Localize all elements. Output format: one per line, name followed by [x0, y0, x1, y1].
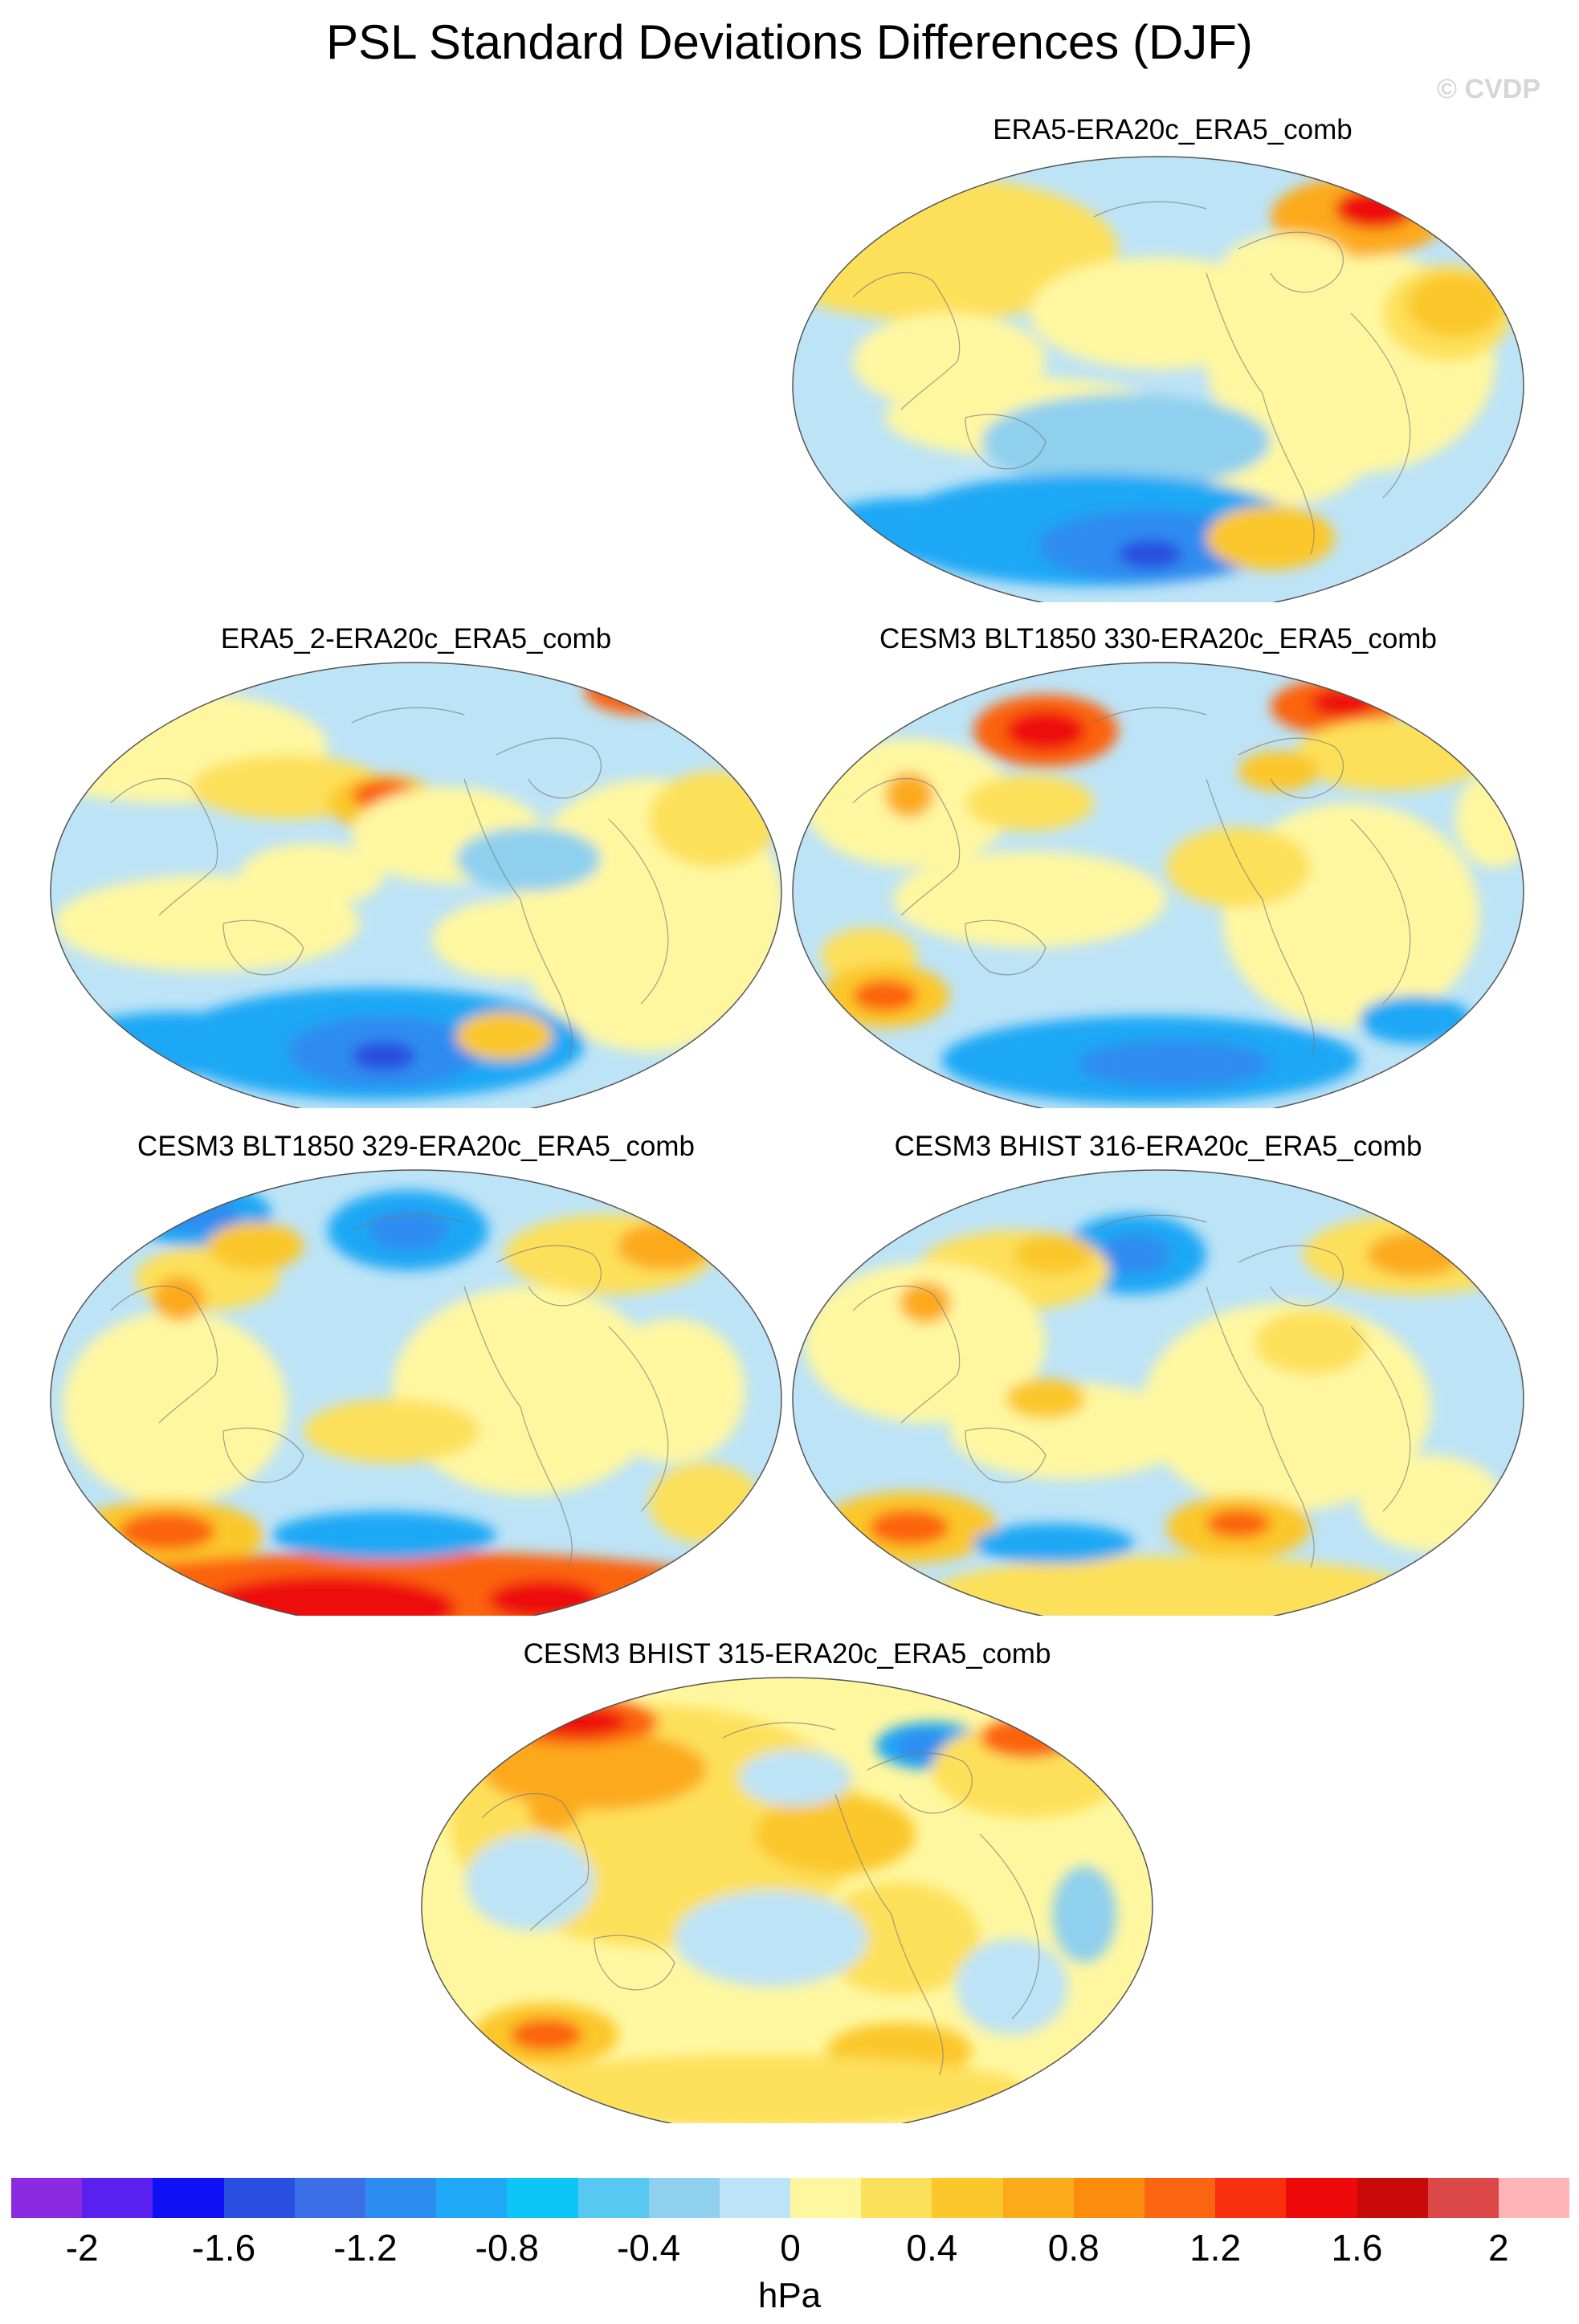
panel-title-3: CESM3 BLT1850 330-ERA20c_ERA5_comb	[879, 623, 1437, 654]
colorbar-swatch	[365, 2178, 437, 2218]
colorbar-swatch	[577, 2178, 649, 2218]
panel-title-5: CESM3 BHIST 316-ERA20c_ERA5_comb	[894, 1131, 1422, 1162]
colorbar-units: hPa	[757, 2276, 822, 2315]
colorbar-swatch	[1427, 2178, 1499, 2218]
colorbar-swatch	[932, 2178, 1003, 2218]
colorbar-tick-label: 1.6	[1331, 2227, 1383, 2269]
colorbar-swatch	[1286, 2178, 1357, 2218]
colorbar-swatch	[223, 2178, 295, 2218]
colorbar-tick-label: -1.2	[333, 2227, 398, 2269]
colorbar-swatch	[1357, 2178, 1428, 2218]
colorbar-tick-label: 1.2	[1189, 2227, 1242, 2269]
colorbar-swatch	[1002, 2178, 1074, 2218]
colorbar-swatch	[1073, 2178, 1144, 2218]
colorbar-tick-label: -0.8	[475, 2227, 539, 2269]
colorbar-tick-label: -0.4	[616, 2227, 681, 2269]
colorbar-tick-label: -2	[65, 2227, 99, 2269]
colorbar-swatch	[1144, 2178, 1216, 2218]
watermark: © CVDP	[1437, 74, 1540, 104]
map-panel-6	[421, 1677, 1153, 2123]
panel-title-4: CESM3 BLT1850 329-ERA20c_ERA5_comb	[137, 1131, 695, 1162]
map-panel-4	[50, 1169, 782, 1616]
map-panel-1	[792, 156, 1524, 602]
colorbar-swatch	[82, 2178, 153, 2218]
colorbar-swatch	[436, 2178, 508, 2218]
colorbar-swatch	[790, 2178, 862, 2218]
map-panel-5	[792, 1169, 1524, 1616]
colorbar-tick-label: 2	[1488, 2227, 1509, 2269]
colorbar-swatch	[294, 2178, 365, 2218]
colorbar-swatch	[648, 2178, 720, 2218]
colorbar-swatch	[1215, 2178, 1287, 2218]
panel-title-6: CESM3 BHIST 315-ERA20c_ERA5_comb	[523, 1638, 1051, 1670]
colorbar-tick-label: 0.8	[1047, 2227, 1100, 2269]
colorbar-tick-label: 0	[780, 2227, 801, 2269]
panel-title-2: ERA5_2-ERA20c_ERA5_comb	[220, 623, 612, 654]
panel-title-1: ERA5-ERA20c_ERA5_comb	[993, 114, 1353, 145]
colorbar-swatch	[861, 2178, 932, 2218]
colorbar	[11, 2178, 1570, 2218]
map-panel-3	[792, 662, 1524, 1108]
colorbar-swatch	[507, 2178, 578, 2218]
colorbar-swatch	[1498, 2178, 1570, 2218]
figure-title: PSL Standard Deviations Differences (DJF…	[326, 15, 1253, 69]
colorbar-tick-label: -1.6	[191, 2227, 256, 2269]
colorbar-swatch	[11, 2178, 83, 2218]
colorbar-swatch	[153, 2178, 224, 2218]
colorbar-tick-label: 0.4	[906, 2227, 958, 2269]
map-panel-2	[50, 662, 782, 1108]
colorbar-swatch	[719, 2178, 791, 2218]
